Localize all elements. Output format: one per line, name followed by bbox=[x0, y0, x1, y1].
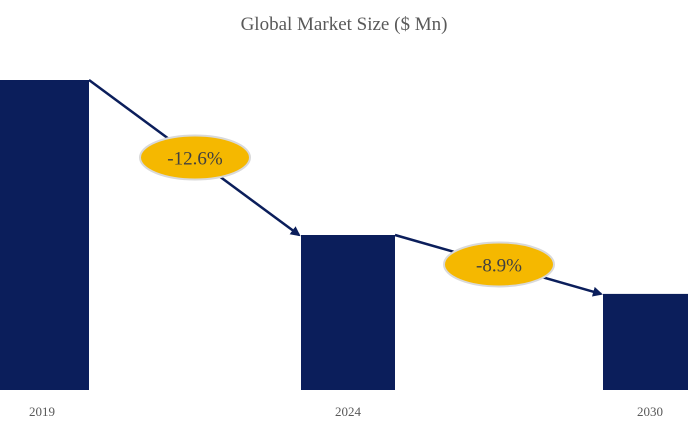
bar-2019 bbox=[0, 80, 89, 390]
cagr-label-1: -12.6% bbox=[167, 149, 223, 170]
bar-2030 bbox=[603, 293, 688, 390]
chart-title: Global Market Size ($ Mn) bbox=[240, 14, 448, 35]
x-tick-label-2024: 2024 bbox=[335, 404, 362, 419]
cagr-badge-1 bbox=[139, 134, 251, 181]
bar-2024 bbox=[301, 235, 395, 390]
x-tick-label-2030: 2030 bbox=[637, 404, 663, 419]
cagr-badge-2 bbox=[443, 241, 555, 288]
cagr-label-2: -8.9% bbox=[476, 255, 522, 276]
x-tick-label-2019: 2019 bbox=[29, 404, 55, 419]
